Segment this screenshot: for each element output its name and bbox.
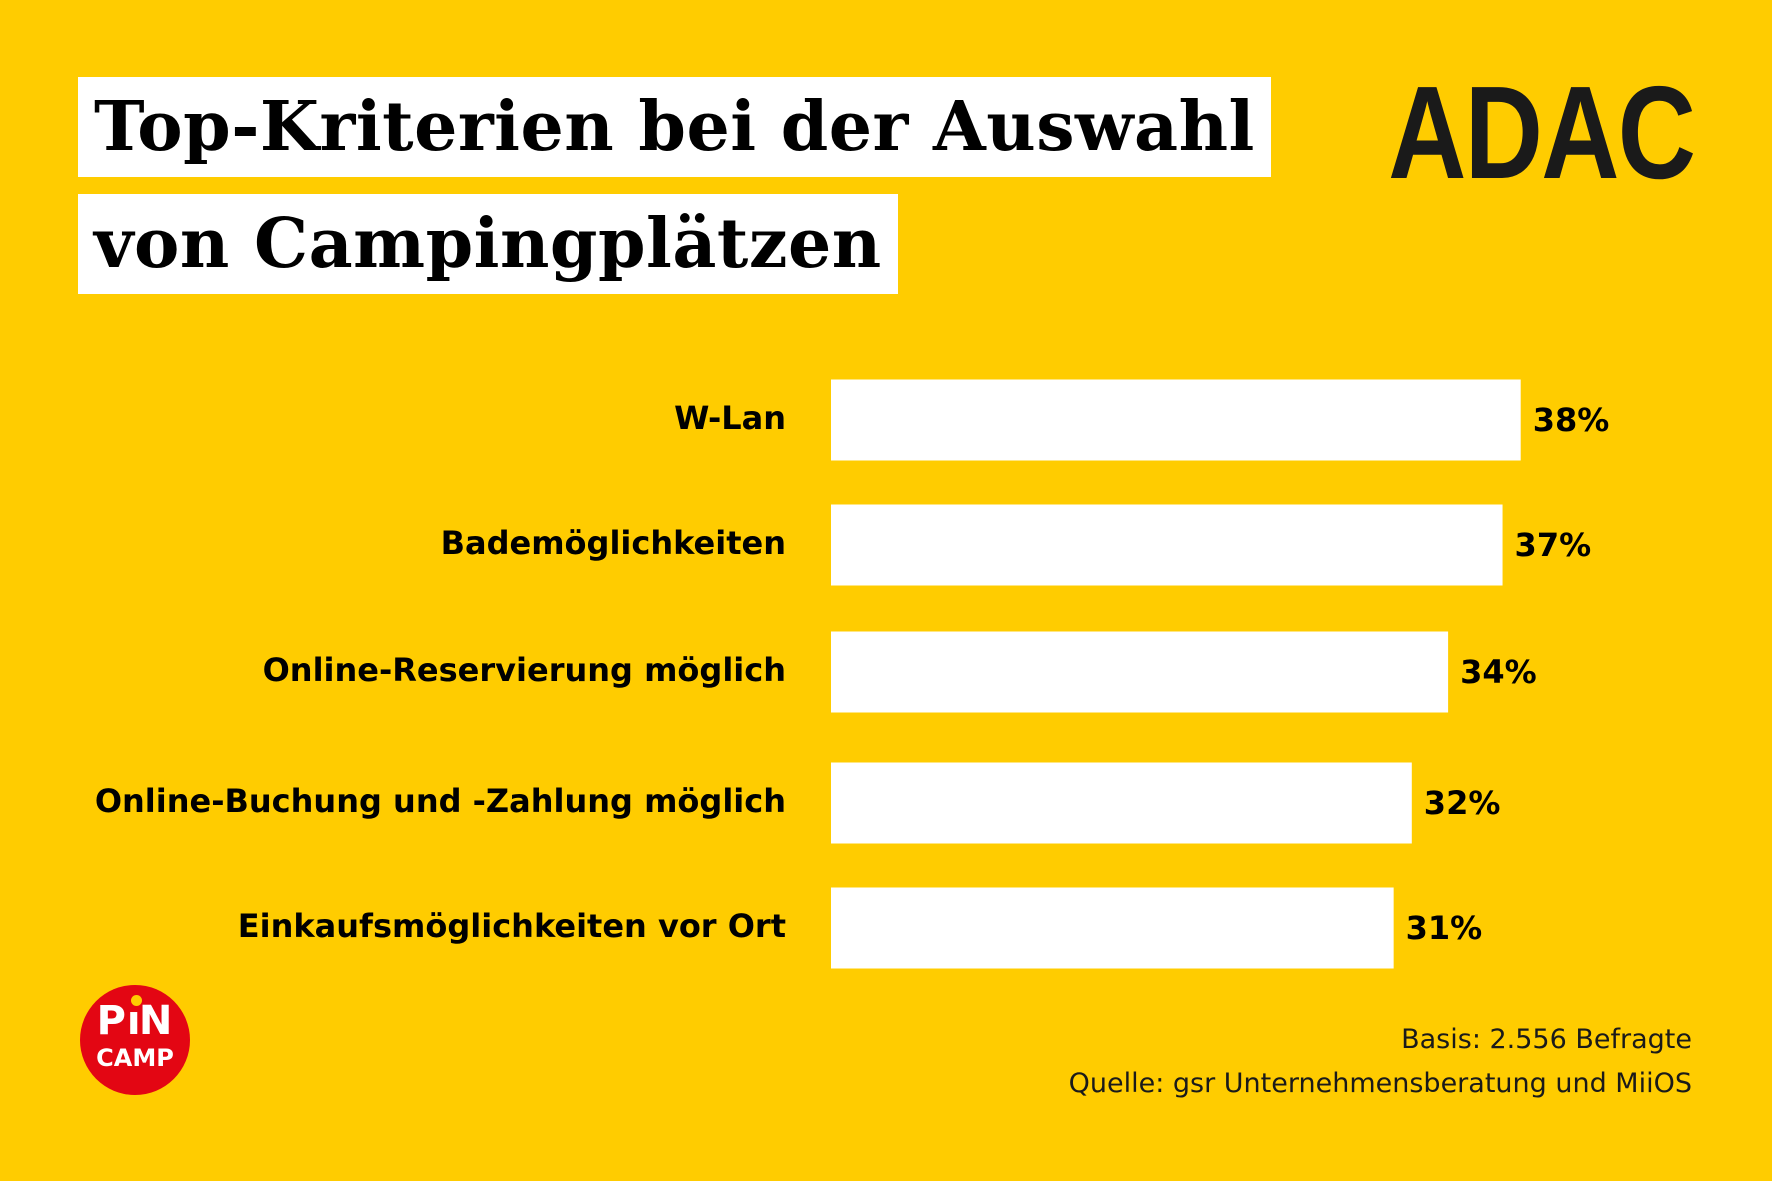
data-label-0: 38% [1533, 401, 1610, 439]
data-label-2: 34% [1460, 653, 1537, 691]
category-label-4: Einkaufsmöglichkeiten vor Ort [238, 907, 786, 945]
pincamp-logo-dot [131, 995, 142, 1006]
footnote-basis: Basis: 2.556 Befragte [1401, 1024, 1692, 1055]
category-label-1: Bademöglichkeiten [441, 524, 786, 562]
footnote-source: Quelle: gsr Unternehmensberatung und Mii… [1068, 1068, 1692, 1099]
category-label-0: W-Lan [674, 399, 786, 437]
bar-2 [831, 631, 1449, 713]
bar-4 [831, 887, 1394, 969]
data-label-4: 31% [1406, 909, 1483, 947]
pincamp-logo: PıN CAMP [80, 985, 190, 1095]
category-label-3: Online-Buchung und -Zahlung möglich [95, 782, 786, 820]
data-label-3: 32% [1424, 784, 1501, 822]
category-label-2: Online-Reservierung möglich [263, 651, 786, 689]
bar-0 [831, 379, 1521, 461]
data-label-1: 37% [1515, 526, 1592, 564]
pincamp-logo-pin-text: PıN [96, 998, 174, 1044]
bar-3 [831, 762, 1412, 844]
bar-1 [831, 504, 1503, 586]
chart-title-line-2: von Campingplätzen [78, 194, 898, 294]
adac-logo: ADAC [1387, 59, 1696, 206]
pincamp-logo-camp-text: CAMP [96, 1044, 174, 1072]
chart-title-line-1: Top-Kriterien bei der Auswahl [78, 77, 1271, 177]
